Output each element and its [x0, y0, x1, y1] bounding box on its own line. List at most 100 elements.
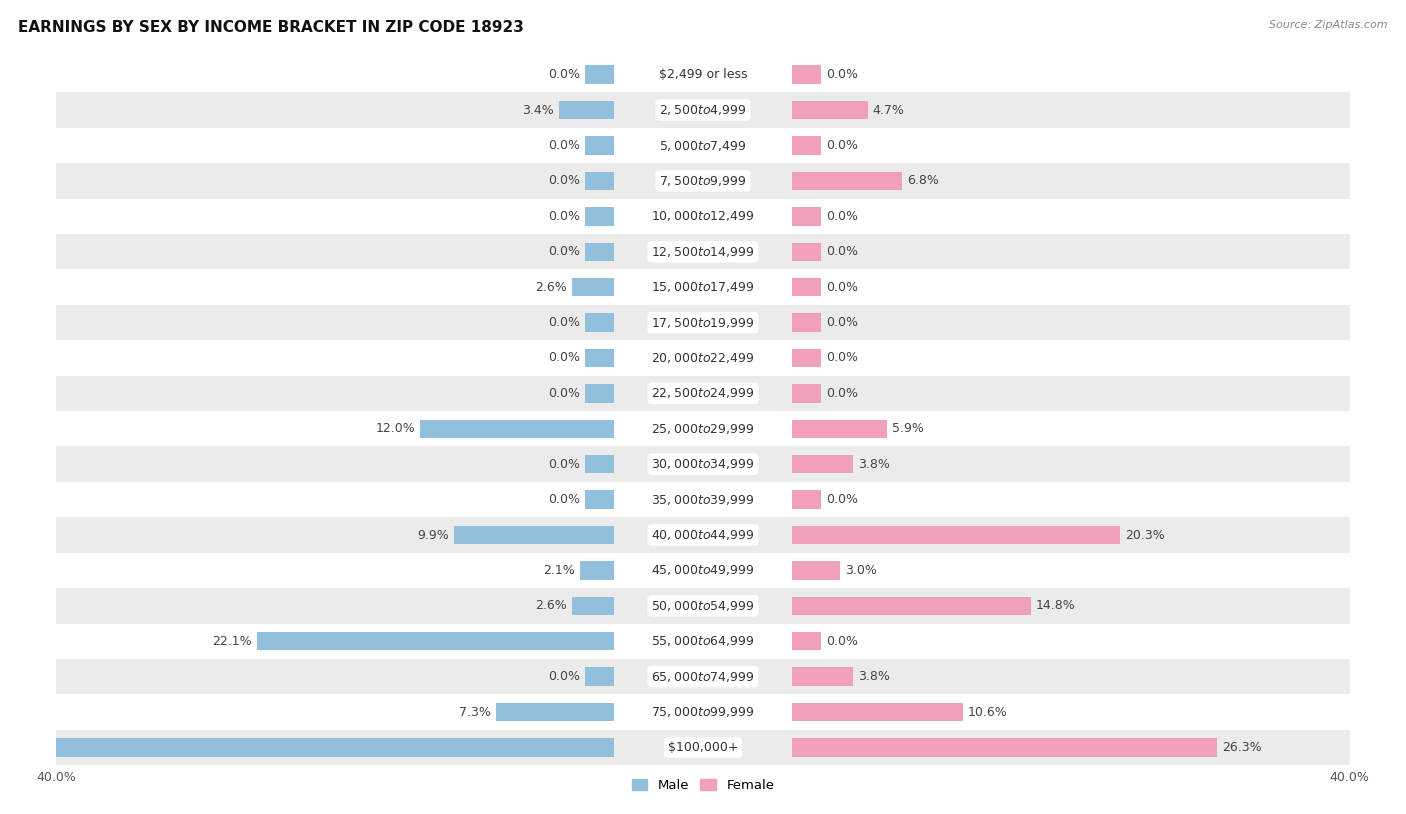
Text: $55,000 to $64,999: $55,000 to $64,999 — [651, 634, 755, 648]
Text: 0.0%: 0.0% — [548, 316, 581, 329]
Bar — [56, 128, 1350, 163]
Bar — [56, 269, 1350, 304]
Text: 0.0%: 0.0% — [825, 68, 858, 81]
Bar — [792, 738, 1218, 757]
Text: 22.1%: 22.1% — [212, 635, 252, 648]
Bar — [792, 632, 821, 650]
Text: 3.8%: 3.8% — [858, 670, 890, 683]
Text: $45,000 to $49,999: $45,000 to $49,999 — [651, 563, 755, 577]
Text: $35,000 to $39,999: $35,000 to $39,999 — [651, 492, 755, 506]
Text: 0.0%: 0.0% — [548, 352, 581, 365]
Bar — [496, 702, 614, 721]
Bar — [792, 490, 821, 509]
Text: 0.0%: 0.0% — [825, 281, 858, 294]
Text: 0.0%: 0.0% — [825, 316, 858, 329]
Text: 10.6%: 10.6% — [969, 706, 1008, 719]
Bar — [792, 136, 821, 155]
Text: $22,500 to $24,999: $22,500 to $24,999 — [651, 387, 755, 400]
Text: $25,000 to $29,999: $25,000 to $29,999 — [651, 422, 755, 435]
Bar — [56, 730, 1350, 765]
Bar — [56, 375, 1350, 411]
Bar — [56, 588, 1350, 624]
Bar — [585, 490, 614, 509]
Bar — [572, 597, 614, 615]
Bar — [792, 172, 901, 190]
Bar — [56, 199, 1350, 234]
Bar — [792, 667, 853, 686]
Text: 7.3%: 7.3% — [460, 706, 491, 719]
Text: 14.8%: 14.8% — [1036, 599, 1076, 612]
Text: $65,000 to $74,999: $65,000 to $74,999 — [651, 670, 755, 684]
Bar — [56, 659, 1350, 694]
Bar — [792, 278, 821, 296]
Bar — [792, 526, 1121, 545]
Text: 2.6%: 2.6% — [536, 281, 567, 294]
Text: 3.4%: 3.4% — [523, 103, 554, 116]
Text: 3.8%: 3.8% — [858, 457, 890, 470]
Bar — [56, 624, 1350, 659]
Text: 20.3%: 20.3% — [1125, 528, 1164, 541]
Bar — [56, 340, 1350, 375]
Bar — [454, 526, 614, 545]
Text: 0.0%: 0.0% — [548, 457, 581, 470]
Bar — [585, 384, 614, 403]
Bar — [560, 101, 614, 120]
Text: 0.0%: 0.0% — [825, 493, 858, 506]
Bar — [56, 482, 1350, 518]
Bar — [56, 694, 1350, 730]
Bar — [792, 101, 868, 120]
Text: 0.0%: 0.0% — [825, 352, 858, 365]
Bar — [420, 419, 614, 438]
Text: $17,500 to $19,999: $17,500 to $19,999 — [651, 316, 755, 330]
Text: 0.0%: 0.0% — [548, 245, 581, 258]
Text: 0.0%: 0.0% — [548, 670, 581, 683]
Text: 3.0%: 3.0% — [845, 564, 877, 577]
Bar — [792, 419, 887, 438]
Text: $2,499 or less: $2,499 or less — [659, 68, 747, 81]
Bar — [585, 136, 614, 155]
Bar — [585, 455, 614, 474]
Text: $30,000 to $34,999: $30,000 to $34,999 — [651, 457, 755, 471]
Text: $2,500 to $4,999: $2,500 to $4,999 — [659, 103, 747, 117]
Bar — [585, 313, 614, 332]
Bar — [792, 561, 841, 580]
Text: $5,000 to $7,499: $5,000 to $7,499 — [659, 138, 747, 152]
Bar — [792, 65, 821, 84]
Legend: Male, Female: Male, Female — [626, 774, 780, 798]
Bar — [585, 172, 614, 190]
Bar — [56, 57, 1350, 92]
Text: 0.0%: 0.0% — [548, 493, 581, 506]
Bar — [0, 738, 614, 757]
Text: 2.1%: 2.1% — [544, 564, 575, 577]
Text: 26.3%: 26.3% — [1222, 741, 1261, 754]
Text: 0.0%: 0.0% — [825, 210, 858, 223]
Text: $75,000 to $99,999: $75,000 to $99,999 — [651, 705, 755, 719]
Text: $50,000 to $54,999: $50,000 to $54,999 — [651, 599, 755, 613]
Text: 12.0%: 12.0% — [375, 422, 415, 435]
Bar — [792, 313, 821, 332]
Text: 5.9%: 5.9% — [893, 422, 924, 435]
Text: $10,000 to $12,499: $10,000 to $12,499 — [651, 209, 755, 223]
Bar — [56, 304, 1350, 340]
Bar — [581, 561, 614, 580]
Bar — [585, 667, 614, 686]
Bar — [572, 278, 614, 296]
Text: 0.0%: 0.0% — [825, 139, 858, 152]
Text: EARNINGS BY SEX BY INCOME BRACKET IN ZIP CODE 18923: EARNINGS BY SEX BY INCOME BRACKET IN ZIP… — [18, 20, 524, 35]
Bar — [792, 207, 821, 225]
Bar — [56, 411, 1350, 446]
Bar — [792, 597, 1031, 615]
Text: 0.0%: 0.0% — [825, 245, 858, 258]
Bar — [792, 455, 853, 474]
Text: $100,000+: $100,000+ — [668, 741, 738, 754]
Text: 0.0%: 0.0% — [548, 174, 581, 187]
Bar — [585, 65, 614, 84]
Text: 2.6%: 2.6% — [536, 599, 567, 612]
Text: $40,000 to $44,999: $40,000 to $44,999 — [651, 528, 755, 542]
Text: 4.7%: 4.7% — [873, 103, 904, 116]
Bar — [792, 702, 963, 721]
Bar — [56, 92, 1350, 128]
Bar — [56, 518, 1350, 553]
Bar — [56, 234, 1350, 269]
Bar — [257, 632, 614, 650]
